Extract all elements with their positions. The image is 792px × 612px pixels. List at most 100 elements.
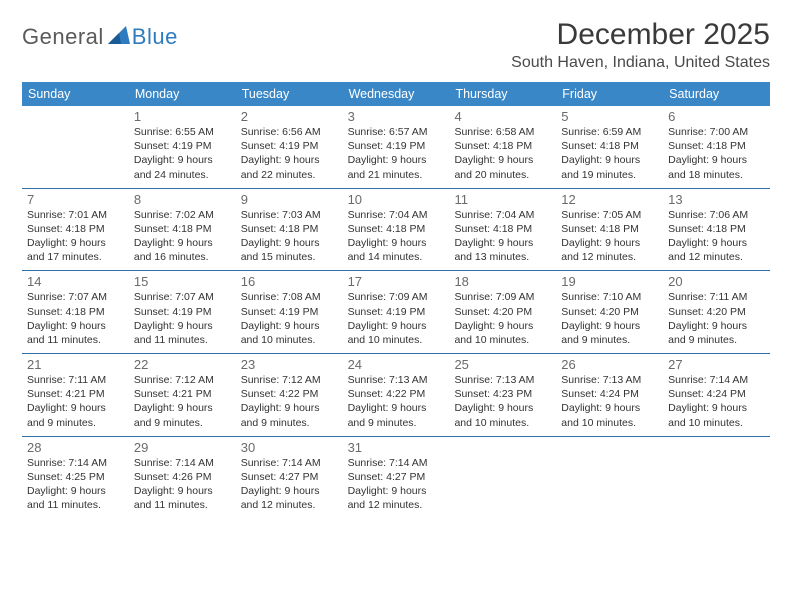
day-cell: 9Sunrise: 7:03 AMSunset: 4:18 PMDaylight… (236, 189, 343, 271)
sunrise-line: Sunrise: 7:11 AM (27, 373, 124, 387)
daylight-line: Daylight: 9 hours and 10 minutes. (454, 401, 551, 429)
day-cell: 31Sunrise: 7:14 AMSunset: 4:27 PMDayligh… (343, 437, 450, 519)
title-block: December 2025 South Haven, Indiana, Unit… (511, 18, 770, 72)
day-number: 2 (241, 109, 338, 124)
sunset-line: Sunset: 4:18 PM (561, 139, 658, 153)
day-cell: 12Sunrise: 7:05 AMSunset: 4:18 PMDayligh… (556, 189, 663, 271)
sunset-line: Sunset: 4:24 PM (561, 387, 658, 401)
daylight-line: Daylight: 9 hours and 15 minutes. (241, 236, 338, 264)
sunset-line: Sunset: 4:24 PM (668, 387, 765, 401)
sunrise-line: Sunrise: 7:13 AM (561, 373, 658, 387)
weekday-header-cell: Tuesday (236, 82, 343, 106)
day-cell: 10Sunrise: 7:04 AMSunset: 4:18 PMDayligh… (343, 189, 450, 271)
day-number: 27 (668, 357, 765, 372)
sunset-line: Sunset: 4:18 PM (561, 222, 658, 236)
daylight-line: Daylight: 9 hours and 16 minutes. (134, 236, 231, 264)
day-number: 28 (27, 440, 124, 455)
daylight-line: Daylight: 9 hours and 9 minutes. (668, 319, 765, 347)
sunset-line: Sunset: 4:18 PM (668, 222, 765, 236)
location-subtitle: South Haven, Indiana, United States (511, 54, 770, 72)
daylight-line: Daylight: 9 hours and 19 minutes. (561, 153, 658, 181)
day-cell: 17Sunrise: 7:09 AMSunset: 4:19 PMDayligh… (343, 271, 450, 353)
day-number: 25 (454, 357, 551, 372)
sunrise-line: Sunrise: 7:02 AM (134, 208, 231, 222)
daylight-line: Daylight: 9 hours and 11 minutes. (134, 319, 231, 347)
weekday-header-cell: Thursday (449, 82, 556, 106)
week-row: 21Sunrise: 7:11 AMSunset: 4:21 PMDayligh… (22, 353, 770, 436)
day-cell: 23Sunrise: 7:12 AMSunset: 4:22 PMDayligh… (236, 354, 343, 436)
day-cell-empty (449, 437, 556, 519)
sunset-line: Sunset: 4:18 PM (241, 222, 338, 236)
day-cell: 30Sunrise: 7:14 AMSunset: 4:27 PMDayligh… (236, 437, 343, 519)
day-cell: 11Sunrise: 7:04 AMSunset: 4:18 PMDayligh… (449, 189, 556, 271)
daylight-line: Daylight: 9 hours and 9 minutes. (134, 401, 231, 429)
day-cell: 18Sunrise: 7:09 AMSunset: 4:20 PMDayligh… (449, 271, 556, 353)
day-cell: 5Sunrise: 6:59 AMSunset: 4:18 PMDaylight… (556, 106, 663, 188)
daylight-line: Daylight: 9 hours and 9 minutes. (561, 319, 658, 347)
logo-triangle-icon (108, 26, 130, 44)
week-row: 7Sunrise: 7:01 AMSunset: 4:18 PMDaylight… (22, 188, 770, 271)
day-number: 18 (454, 274, 551, 289)
day-cell: 26Sunrise: 7:13 AMSunset: 4:24 PMDayligh… (556, 354, 663, 436)
sunrise-line: Sunrise: 7:05 AM (561, 208, 658, 222)
day-number: 21 (27, 357, 124, 372)
sunrise-line: Sunrise: 7:04 AM (454, 208, 551, 222)
sunrise-line: Sunrise: 7:13 AM (454, 373, 551, 387)
day-cell: 21Sunrise: 7:11 AMSunset: 4:21 PMDayligh… (22, 354, 129, 436)
day-number: 15 (134, 274, 231, 289)
sunset-line: Sunset: 4:23 PM (454, 387, 551, 401)
day-number: 4 (454, 109, 551, 124)
sunset-line: Sunset: 4:19 PM (241, 305, 338, 319)
sunset-line: Sunset: 4:21 PM (27, 387, 124, 401)
daylight-line: Daylight: 9 hours and 11 minutes. (27, 484, 124, 512)
day-number: 23 (241, 357, 338, 372)
daylight-line: Daylight: 9 hours and 9 minutes. (241, 401, 338, 429)
day-cell: 29Sunrise: 7:14 AMSunset: 4:26 PMDayligh… (129, 437, 236, 519)
sunset-line: Sunset: 4:19 PM (134, 305, 231, 319)
sunrise-line: Sunrise: 7:14 AM (241, 456, 338, 470)
day-number: 10 (348, 192, 445, 207)
day-cell-empty (663, 437, 770, 519)
sunrise-line: Sunrise: 6:55 AM (134, 125, 231, 139)
day-cell: 8Sunrise: 7:02 AMSunset: 4:18 PMDaylight… (129, 189, 236, 271)
week-row: 1Sunrise: 6:55 AMSunset: 4:19 PMDaylight… (22, 106, 770, 188)
day-cell: 2Sunrise: 6:56 AMSunset: 4:19 PMDaylight… (236, 106, 343, 188)
sunrise-line: Sunrise: 7:00 AM (668, 125, 765, 139)
sunset-line: Sunset: 4:22 PM (348, 387, 445, 401)
day-number: 5 (561, 109, 658, 124)
daylight-line: Daylight: 9 hours and 17 minutes. (27, 236, 124, 264)
day-cell: 25Sunrise: 7:13 AMSunset: 4:23 PMDayligh… (449, 354, 556, 436)
sunrise-line: Sunrise: 7:08 AM (241, 290, 338, 304)
day-number: 26 (561, 357, 658, 372)
daylight-line: Daylight: 9 hours and 9 minutes. (27, 401, 124, 429)
day-cell: 15Sunrise: 7:07 AMSunset: 4:19 PMDayligh… (129, 271, 236, 353)
logo-text-blue: Blue (132, 24, 178, 50)
day-cell-empty (22, 106, 129, 188)
daylight-line: Daylight: 9 hours and 20 minutes. (454, 153, 551, 181)
sunset-line: Sunset: 4:19 PM (134, 139, 231, 153)
day-cell: 1Sunrise: 6:55 AMSunset: 4:19 PMDaylight… (129, 106, 236, 188)
sunset-line: Sunset: 4:19 PM (348, 305, 445, 319)
sunrise-line: Sunrise: 7:07 AM (134, 290, 231, 304)
day-cell: 7Sunrise: 7:01 AMSunset: 4:18 PMDaylight… (22, 189, 129, 271)
sunrise-line: Sunrise: 6:58 AM (454, 125, 551, 139)
day-cell: 19Sunrise: 7:10 AMSunset: 4:20 PMDayligh… (556, 271, 663, 353)
daylight-line: Daylight: 9 hours and 18 minutes. (668, 153, 765, 181)
week-row: 28Sunrise: 7:14 AMSunset: 4:25 PMDayligh… (22, 436, 770, 519)
sunset-line: Sunset: 4:19 PM (241, 139, 338, 153)
day-number: 29 (134, 440, 231, 455)
sunset-line: Sunset: 4:22 PM (241, 387, 338, 401)
day-cell-empty (556, 437, 663, 519)
sunrise-line: Sunrise: 7:14 AM (668, 373, 765, 387)
day-number: 22 (134, 357, 231, 372)
weekday-header-cell: Sunday (22, 82, 129, 106)
daylight-line: Daylight: 9 hours and 22 minutes. (241, 153, 338, 181)
sunset-line: Sunset: 4:19 PM (348, 139, 445, 153)
day-cell: 4Sunrise: 6:58 AMSunset: 4:18 PMDaylight… (449, 106, 556, 188)
day-number: 1 (134, 109, 231, 124)
daylight-line: Daylight: 9 hours and 10 minutes. (561, 401, 658, 429)
weekday-header-row: SundayMondayTuesdayWednesdayThursdayFrid… (22, 82, 770, 106)
weekday-header-cell: Monday (129, 82, 236, 106)
weekday-header-cell: Friday (556, 82, 663, 106)
sunrise-line: Sunrise: 7:03 AM (241, 208, 338, 222)
